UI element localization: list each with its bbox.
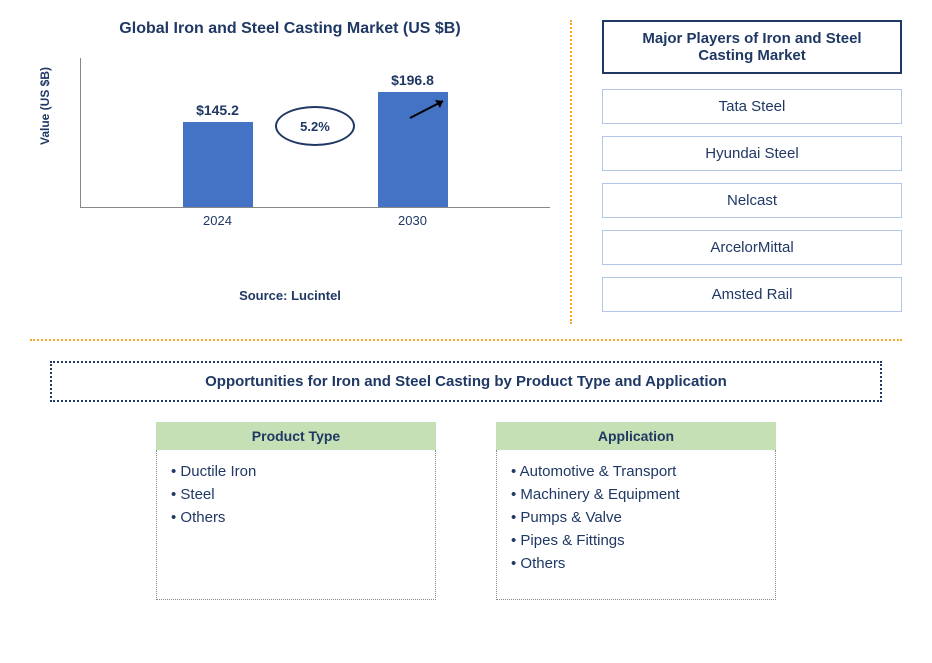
growth-rate-oval: 5.2% xyxy=(275,106,355,146)
list-item: Ductile Iron xyxy=(171,460,421,483)
arrow-icon xyxy=(405,93,455,123)
opportunities-title: Opportunities for Iron and Steel Casting… xyxy=(50,361,882,402)
bar-value-0: $145.2 xyxy=(196,102,239,118)
bar-group-0: $145.2 xyxy=(178,102,258,207)
player-item: Amsted Rail xyxy=(602,277,902,312)
player-item: Nelcast xyxy=(602,183,902,218)
bar-chart: Value (US $B) 5.2% $145.2 $196.8 xyxy=(80,68,550,248)
list-item: Machinery & Equipment xyxy=(511,483,761,506)
product-type-header: Product Type xyxy=(156,422,436,450)
list-item: Others xyxy=(511,552,761,575)
x-label-1: 2030 xyxy=(373,213,453,228)
opportunity-columns: Product Type Ductile Iron Steel Others A… xyxy=(30,422,902,600)
player-item: ArcelorMittal xyxy=(602,230,902,265)
opportunities-section: Opportunities for Iron and Steel Casting… xyxy=(30,341,902,600)
application-column: Application Automotive & Transport Machi… xyxy=(496,422,776,600)
application-list: Automotive & Transport Machinery & Equip… xyxy=(496,450,776,600)
x-label-0: 2024 xyxy=(178,213,258,228)
y-axis-line xyxy=(80,58,81,207)
top-row: Global Iron and Steel Casting Market (US… xyxy=(30,20,902,341)
list-item: Steel xyxy=(171,483,421,506)
players-section: Major Players of Iron and Steel Casting … xyxy=(592,20,902,324)
chart-section: Global Iron and Steel Casting Market (US… xyxy=(30,20,572,324)
infographic-root: Global Iron and Steel Casting Market (US… xyxy=(0,0,932,620)
player-item: Hyundai Steel xyxy=(602,136,902,171)
product-type-column: Product Type Ductile Iron Steel Others xyxy=(156,422,436,600)
product-type-list: Ductile Iron Steel Others xyxy=(156,450,436,600)
application-header: Application xyxy=(496,422,776,450)
bar-0 xyxy=(183,122,253,207)
chart-title: Global Iron and Steel Casting Market (US… xyxy=(30,20,550,38)
y-axis-label: Value (US $B) xyxy=(38,67,52,145)
list-item: Automotive & Transport xyxy=(511,460,761,483)
list-item: Pipes & Fittings xyxy=(511,529,761,552)
players-title: Major Players of Iron and Steel Casting … xyxy=(602,20,902,74)
x-axis-labels: 2024 2030 xyxy=(80,208,550,228)
list-item: Others xyxy=(171,506,421,529)
growth-rate-text: 5.2% xyxy=(300,119,330,134)
chart-source: Source: Lucintel xyxy=(30,288,550,303)
player-item: Tata Steel xyxy=(602,89,902,124)
bar-value-1: $196.8 xyxy=(391,72,434,88)
list-item: Pumps & Valve xyxy=(511,506,761,529)
